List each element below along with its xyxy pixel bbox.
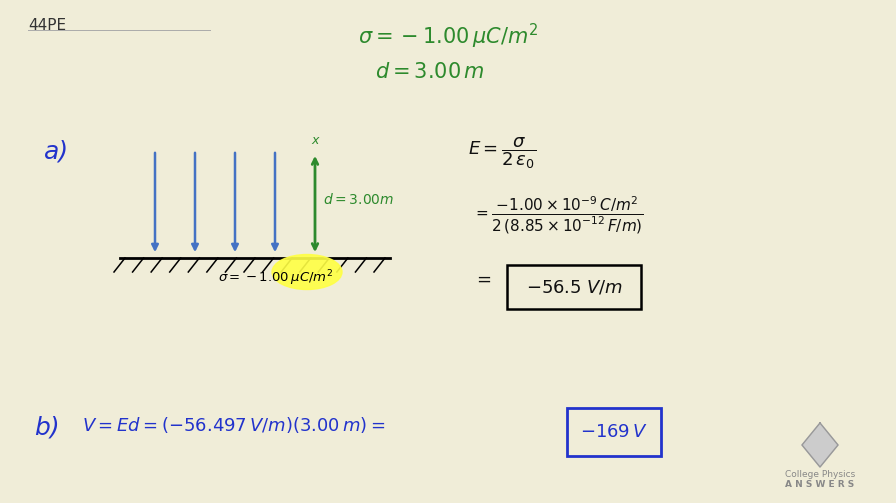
Text: $= \dfrac{-1.00\times10^{-9}\,C/m^2}{2\,(8.85\times10^{-12}\,F/m)}$: $= \dfrac{-1.00\times10^{-9}\,C/m^2}{2\,… — [473, 195, 644, 236]
Text: b): b) — [34, 415, 60, 439]
Text: $- 56.5\;V/m$: $- 56.5\;V/m$ — [526, 278, 623, 296]
Ellipse shape — [272, 255, 342, 290]
Text: $\sigma = -1.00\,\mu C/m^2$: $\sigma = -1.00\,\mu C/m^2$ — [218, 268, 333, 288]
Text: $V= Ed = (-56.497\,V/m)(3.00\,m) = $: $V= Ed = (-56.497\,V/m)(3.00\,m) = $ — [82, 415, 385, 435]
FancyBboxPatch shape — [567, 408, 661, 456]
Text: A N S W E R S: A N S W E R S — [786, 480, 855, 489]
Polygon shape — [802, 423, 838, 467]
FancyBboxPatch shape — [507, 265, 641, 309]
Text: $d = 3.00\,m$: $d = 3.00\,m$ — [375, 62, 485, 82]
Text: College Physics: College Physics — [785, 470, 855, 479]
Text: a): a) — [44, 140, 69, 164]
Text: $=$: $=$ — [473, 270, 492, 288]
Text: 44PE: 44PE — [28, 18, 66, 33]
Text: $-169\,V$: $-169\,V$ — [580, 423, 648, 441]
Text: x: x — [311, 134, 319, 147]
Text: $d = 3.00m$: $d = 3.00m$ — [323, 192, 394, 207]
Text: $\sigma = -1.00\,\mu C/m^2$: $\sigma = -1.00\,\mu C/m^2$ — [358, 22, 538, 51]
Text: $E = \dfrac{\sigma}{2\,\varepsilon_0}$: $E = \dfrac{\sigma}{2\,\varepsilon_0}$ — [468, 135, 536, 171]
